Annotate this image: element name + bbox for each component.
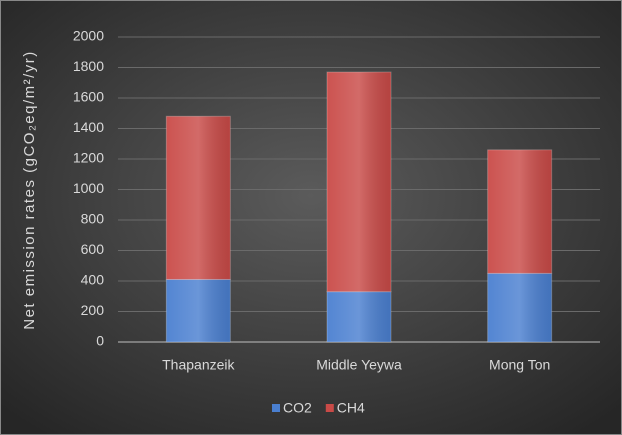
y-tick-label: 1600: [73, 89, 104, 105]
y-tick-label: 1000: [73, 180, 104, 196]
x-tick-label: Mong Ton: [489, 357, 550, 373]
x-tick-label: Thapanzeik: [162, 357, 235, 373]
y-tick-label: 1200: [73, 150, 104, 166]
bar-shine: [166, 279, 231, 342]
y-tick-label: 0: [96, 333, 104, 349]
bar-shine: [487, 273, 552, 342]
y-tick-label: 2000: [73, 28, 104, 44]
legend-label: CO2: [283, 400, 312, 416]
bar-shine: [327, 72, 391, 292]
y-tick-label: 200: [81, 302, 105, 318]
y-tick-label: 400: [81, 272, 105, 288]
y-tick-label: 1800: [73, 58, 104, 74]
legend-swatch: [272, 404, 280, 412]
bar-shine: [166, 116, 231, 280]
y-tick-label: 600: [81, 241, 105, 257]
legend-swatch: [325, 404, 334, 412]
legend-label: CH4: [337, 400, 365, 416]
bar-shine: [327, 291, 391, 342]
y-tick-label: 800: [81, 211, 105, 227]
y-axis-label: Net emission rates (gCO₂eq/m²/yr): [21, 50, 38, 330]
y-tick-label: 1400: [73, 119, 104, 135]
bar-shine: [487, 149, 552, 274]
x-tick-label: Middle Yeywa: [316, 357, 402, 373]
